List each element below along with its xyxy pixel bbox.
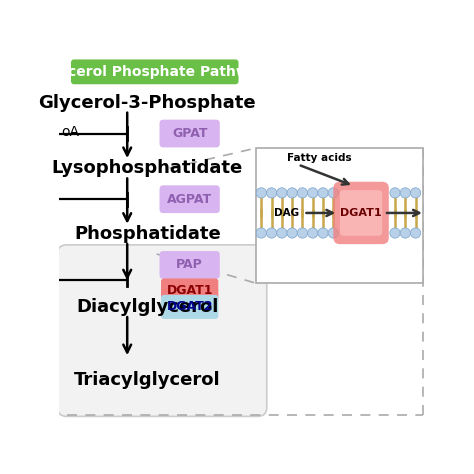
- Circle shape: [328, 188, 338, 198]
- Circle shape: [256, 228, 266, 238]
- Text: DGAT2: DGAT2: [166, 301, 213, 313]
- Circle shape: [297, 188, 308, 198]
- FancyBboxPatch shape: [57, 245, 267, 416]
- Circle shape: [400, 228, 410, 238]
- Circle shape: [256, 188, 266, 198]
- Circle shape: [390, 228, 400, 238]
- Circle shape: [400, 188, 410, 198]
- Text: DGAT1: DGAT1: [166, 284, 213, 297]
- Text: Glycerol-3-Phosphate: Glycerol-3-Phosphate: [38, 93, 256, 111]
- Circle shape: [277, 188, 287, 198]
- Circle shape: [410, 228, 421, 238]
- Text: Lysophosphatidate: Lysophosphatidate: [52, 159, 243, 177]
- Text: Diacylglycerol: Diacylglycerol: [76, 298, 219, 316]
- FancyBboxPatch shape: [333, 182, 389, 244]
- FancyBboxPatch shape: [160, 119, 220, 147]
- Bar: [256, 148, 423, 283]
- Text: Triacylglycerol: Triacylglycerol: [74, 371, 221, 389]
- FancyBboxPatch shape: [161, 278, 219, 302]
- Text: AGPAT: AGPAT: [167, 193, 212, 206]
- Circle shape: [266, 188, 277, 198]
- Circle shape: [297, 228, 308, 238]
- Circle shape: [318, 188, 328, 198]
- Circle shape: [277, 228, 287, 238]
- Text: Phosphatidate: Phosphatidate: [74, 225, 221, 243]
- FancyBboxPatch shape: [71, 59, 238, 84]
- Text: DGAT1: DGAT1: [340, 208, 382, 218]
- Text: DAG: DAG: [274, 208, 300, 218]
- Text: Glycerol Phosphate Pathway: Glycerol Phosphate Pathway: [43, 65, 267, 79]
- Circle shape: [318, 228, 328, 238]
- Circle shape: [287, 188, 297, 198]
- Text: PAP: PAP: [176, 258, 203, 272]
- Circle shape: [328, 228, 338, 238]
- Circle shape: [266, 228, 277, 238]
- Circle shape: [308, 188, 318, 198]
- Text: Fatty acids: Fatty acids: [287, 153, 352, 163]
- Text: GPAT: GPAT: [172, 127, 208, 140]
- Circle shape: [390, 188, 400, 198]
- FancyBboxPatch shape: [160, 251, 220, 279]
- Circle shape: [410, 188, 421, 198]
- FancyBboxPatch shape: [160, 185, 220, 213]
- Circle shape: [308, 228, 318, 238]
- Text: oA: oA: [61, 125, 79, 139]
- Circle shape: [287, 228, 297, 238]
- FancyBboxPatch shape: [340, 190, 382, 236]
- FancyBboxPatch shape: [161, 295, 219, 319]
